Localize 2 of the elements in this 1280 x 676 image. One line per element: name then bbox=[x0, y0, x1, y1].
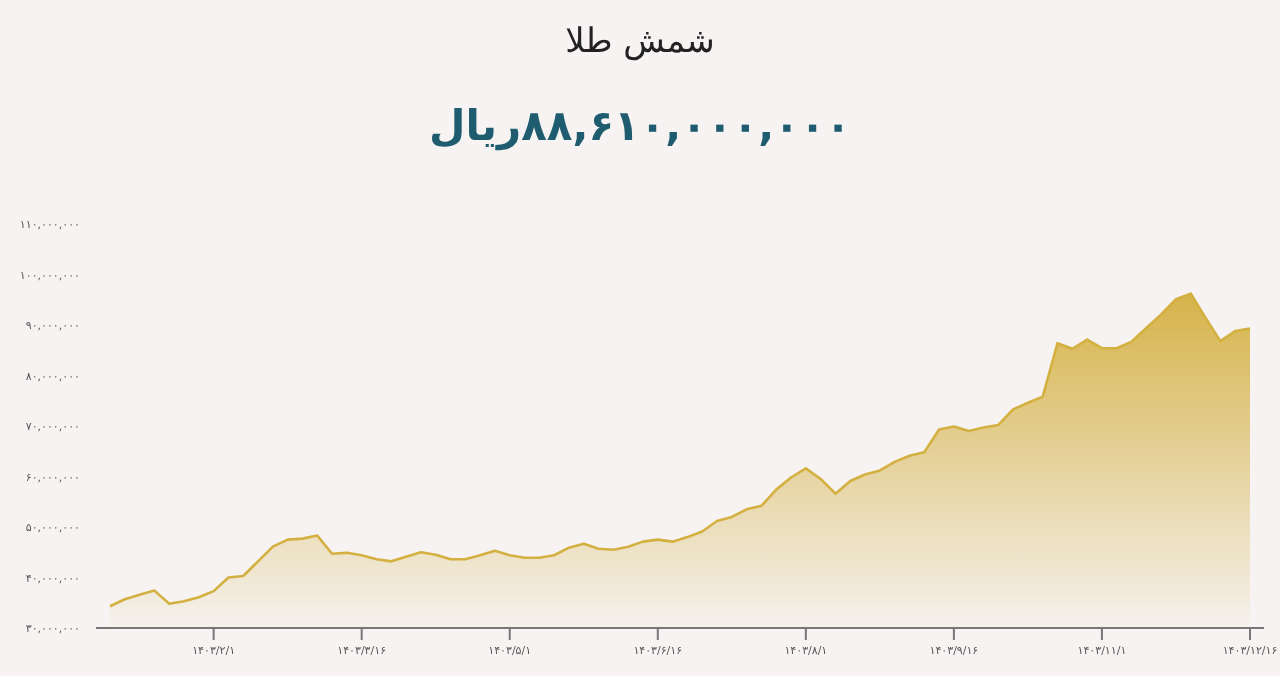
chart-subtitle: ۸۸,۶۱۰,۰۰۰,۰۰۰ریال bbox=[428, 102, 852, 152]
chart-title: شمش طلا bbox=[565, 22, 715, 62]
